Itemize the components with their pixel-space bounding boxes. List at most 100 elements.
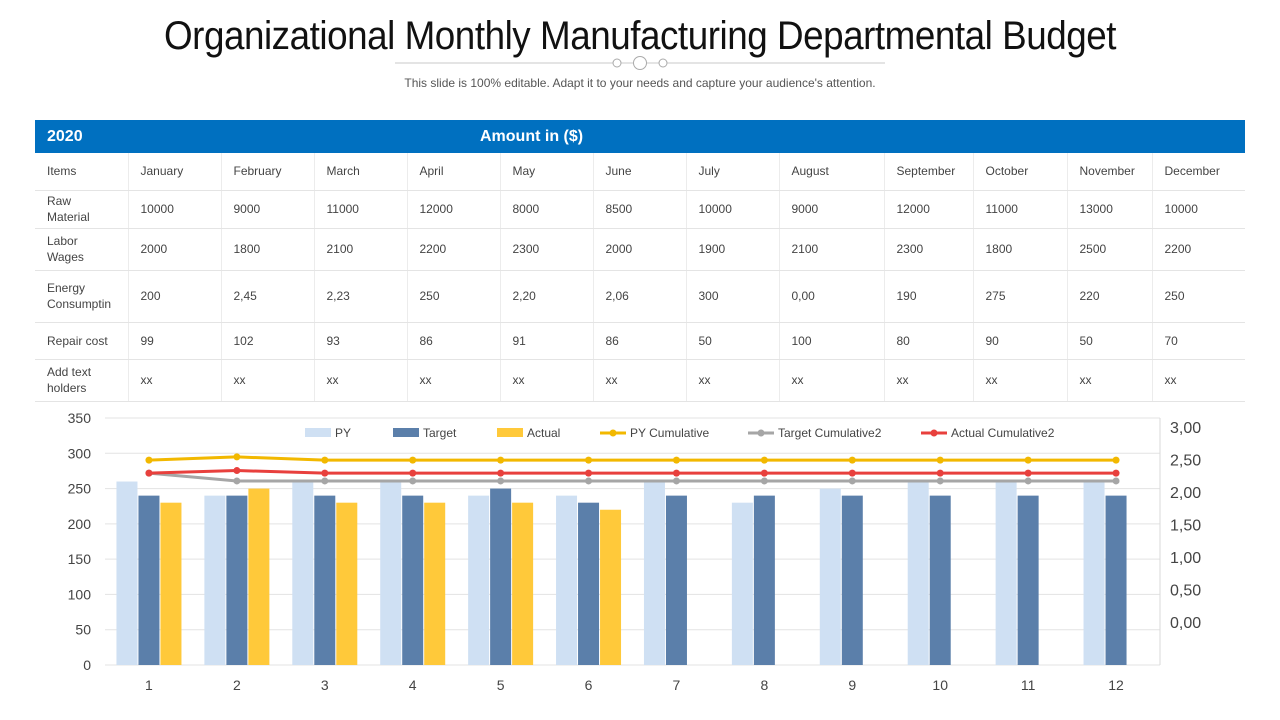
table-cell: 2,23 bbox=[314, 270, 408, 323]
table-year: 2020 bbox=[47, 128, 83, 145]
table-cell: xx bbox=[128, 359, 222, 402]
legend-label-target: Target bbox=[423, 426, 457, 440]
legend-label-py-cumulative: PY Cumulative bbox=[630, 426, 709, 440]
point-target-cumulative2 bbox=[760, 477, 768, 485]
bar-py bbox=[995, 481, 1017, 665]
table-cell: 86 bbox=[407, 322, 501, 360]
point-actual-cumulative2 bbox=[497, 469, 505, 477]
point-target-cumulative2 bbox=[1112, 477, 1120, 485]
bar-target bbox=[402, 495, 424, 665]
point-actual-cumulative2 bbox=[1024, 469, 1032, 477]
table-cell: 2000 bbox=[128, 228, 222, 271]
bar-target bbox=[314, 495, 336, 665]
bar-actual bbox=[424, 502, 446, 665]
table-cell: xx bbox=[221, 359, 315, 402]
x-tick-label: 5 bbox=[497, 677, 505, 690]
table-cell: 300 bbox=[686, 270, 780, 323]
line-py-cumulative bbox=[148, 455, 1117, 462]
table-cell: 200 bbox=[128, 270, 222, 323]
table-cell: xx bbox=[779, 359, 885, 402]
point-actual-cumulative2 bbox=[585, 469, 593, 477]
table-cell: 80 bbox=[884, 322, 974, 360]
table-cell: 9000 bbox=[779, 190, 885, 229]
bar-actual bbox=[600, 509, 622, 665]
bar-py bbox=[116, 481, 138, 665]
legend-label-actual-cumulative2: Actual Cumulative2 bbox=[951, 426, 1055, 440]
table-cell: 10000 bbox=[1152, 190, 1245, 229]
page-subtitle: This slide is 100% editable. Adapt it to… bbox=[404, 76, 876, 90]
bar-target bbox=[929, 495, 951, 665]
bar-target bbox=[138, 495, 160, 665]
line-target-cumulative2 bbox=[148, 471, 1117, 483]
table-cell: 2300 bbox=[884, 228, 974, 271]
table-cell: 91 bbox=[500, 322, 594, 360]
point-actual-cumulative2 bbox=[233, 467, 241, 475]
x-tick-label: 2 bbox=[233, 677, 241, 690]
legend-marker-target-cumulative2 bbox=[757, 429, 765, 437]
column-header: December bbox=[1152, 153, 1245, 191]
bar-py bbox=[292, 481, 314, 665]
point-target-cumulative2 bbox=[1024, 477, 1032, 485]
table-cell: 2300 bbox=[500, 228, 594, 271]
y2-tick-label: 1,50 bbox=[1170, 518, 1201, 535]
bar-py bbox=[204, 495, 226, 665]
row-label: Add text holders bbox=[35, 359, 129, 402]
bar-py bbox=[819, 488, 841, 665]
table-header-row: Items January February March April May June Jul… bbox=[35, 153, 1245, 191]
x-tick-label: 8 bbox=[760, 677, 768, 690]
x-tick-label: 6 bbox=[585, 677, 593, 690]
table-cell: 2500 bbox=[1067, 228, 1153, 271]
point-py-cumulative bbox=[585, 456, 593, 464]
table-cell: 250 bbox=[407, 270, 501, 323]
table-cell: 0,00 bbox=[779, 270, 885, 323]
column-header: October bbox=[973, 153, 1068, 191]
legend-label-py: PY bbox=[335, 426, 351, 440]
bar-py bbox=[731, 502, 753, 665]
x-tick-label: 9 bbox=[848, 677, 856, 690]
table-cell: 70 bbox=[1152, 322, 1245, 360]
column-header: September bbox=[884, 153, 974, 191]
y-tick-label: 350 bbox=[68, 410, 92, 426]
bar-target bbox=[665, 495, 687, 665]
point-py-cumulative bbox=[848, 456, 856, 464]
y2-tick-label: 3,00 bbox=[1170, 420, 1201, 437]
table-cell: 2,45 bbox=[221, 270, 315, 323]
table-cell: 2100 bbox=[314, 228, 408, 271]
bar-target bbox=[841, 495, 863, 665]
point-py-cumulative bbox=[1024, 456, 1032, 464]
point-target-cumulative2 bbox=[233, 477, 241, 485]
table-cell: 8000 bbox=[500, 190, 594, 229]
point-actual-cumulative2 bbox=[848, 469, 856, 477]
table-cell: 11000 bbox=[973, 190, 1068, 229]
table-cell: 50 bbox=[1067, 322, 1153, 360]
table-cell: xx bbox=[314, 359, 408, 402]
y-tick-label: 150 bbox=[68, 551, 92, 567]
point-target-cumulative2 bbox=[409, 477, 417, 485]
table-cell: 2100 bbox=[779, 228, 885, 271]
column-header: April bbox=[407, 153, 501, 191]
point-target-cumulative2 bbox=[848, 477, 856, 485]
bar-target bbox=[226, 495, 248, 665]
point-target-cumulative2 bbox=[936, 477, 944, 485]
point-py-cumulative bbox=[936, 456, 944, 464]
point-actual-cumulative2 bbox=[409, 469, 417, 477]
table-cell: 86 bbox=[593, 322, 687, 360]
bar-actual bbox=[512, 502, 534, 665]
table-cell: xx bbox=[686, 359, 780, 402]
table-row: Energy Consumptin 200 2,45 2,23 250 2,20 2,06 3… bbox=[35, 270, 1245, 323]
legend-label-actual: Actual bbox=[527, 426, 560, 440]
table-cell: 190 bbox=[884, 270, 974, 323]
point-py-cumulative bbox=[233, 453, 241, 461]
bar-target bbox=[578, 502, 600, 665]
table-header-bar: 2020 Amount in ($) bbox=[35, 120, 1245, 153]
bar-actual bbox=[160, 502, 182, 665]
line-actual-cumulative2 bbox=[148, 469, 1117, 475]
legend-marker-py-cumulative bbox=[609, 429, 617, 437]
table-cell: xx bbox=[884, 359, 974, 402]
y2-tick-label: 1,00 bbox=[1170, 550, 1201, 567]
y2-tick-label: 0,50 bbox=[1170, 583, 1201, 600]
row-label: Labor Wages bbox=[35, 228, 129, 271]
table-cell: 90 bbox=[973, 322, 1068, 360]
bar-py bbox=[907, 481, 929, 665]
table-cell: 99 bbox=[128, 322, 222, 360]
